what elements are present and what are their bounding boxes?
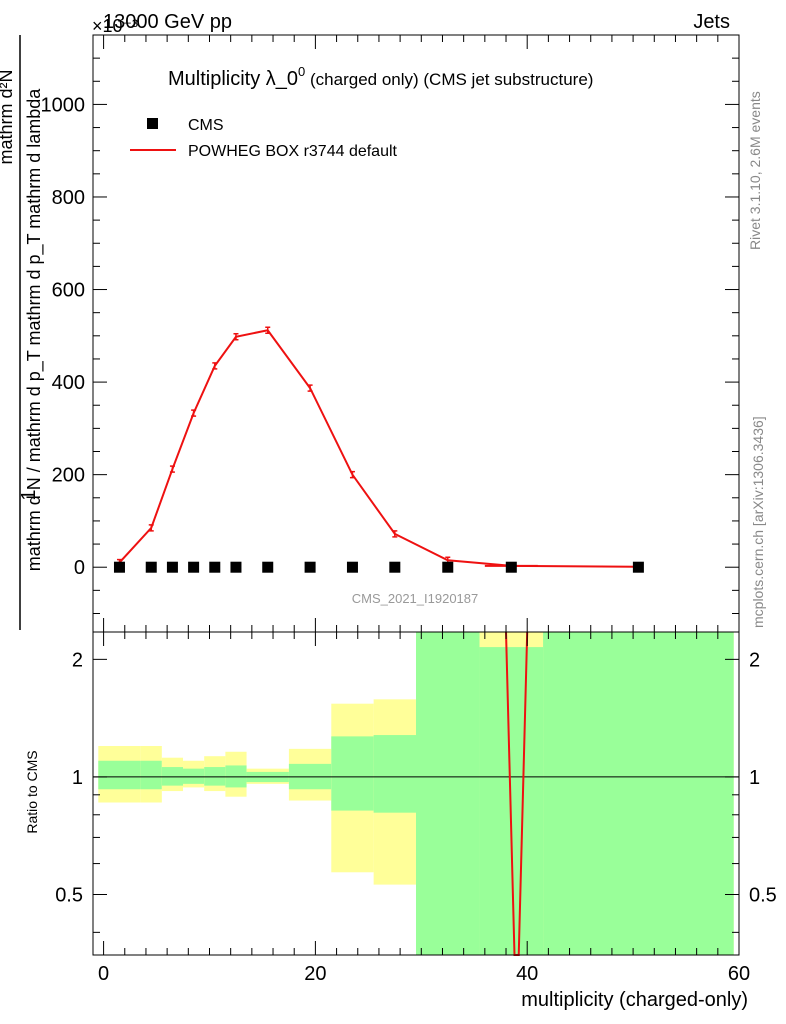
ratio-axes: 0.5 0.51 12 20 20 40 60 bbox=[55, 632, 777, 985]
cms-point-9 bbox=[389, 561, 401, 573]
plot-title-main: Multiplicity λ_0 bbox=[168, 68, 298, 90]
ratio-tick-label-left-0: 0.5 bbox=[55, 885, 83, 907]
plot-title-tail: (charged only) (CMS jet substructure) bbox=[305, 70, 593, 89]
cms-point-7 bbox=[304, 561, 316, 573]
y-axis-label-numerator: mathrm d²N bbox=[0, 69, 16, 164]
mc-series-layer bbox=[116, 326, 641, 571]
plot-title-sup: 0 bbox=[298, 64, 305, 79]
ratio-tick-label-right-0: 0.5 bbox=[749, 885, 777, 907]
plot-title: Multiplicity λ_00 (charged only) (CMS je… bbox=[168, 64, 593, 90]
cms-point-5 bbox=[230, 561, 242, 573]
x-tick-label-1: 20 bbox=[304, 963, 326, 985]
y-axis-label-denominator: mathrm d N / mathrm d p_T mathrm d p_T m… bbox=[24, 88, 45, 571]
cms-point-2 bbox=[166, 561, 178, 573]
process-label: Jets bbox=[693, 11, 730, 33]
cms-point-0 bbox=[113, 561, 125, 573]
legend-cms-label: CMS bbox=[188, 117, 224, 134]
ratio-tick-label-right-1: 1 bbox=[749, 767, 760, 789]
cms-point-8 bbox=[346, 561, 358, 573]
ratio-band-green-0 bbox=[98, 760, 141, 790]
cms-point-4 bbox=[209, 561, 221, 573]
y-tick-label-5: 1000 bbox=[41, 94, 86, 116]
cms-point-3 bbox=[188, 561, 200, 573]
y-tick-label-1: 200 bbox=[52, 465, 85, 487]
ratio-band-green-9 bbox=[373, 735, 416, 813]
x-tick-label-2: 40 bbox=[516, 963, 538, 985]
y-axis-label-one: 1 bbox=[18, 489, 40, 500]
ratio-plot-frame bbox=[92, 631, 740, 956]
energy-label: 13000 GeV pp bbox=[103, 11, 232, 33]
rivet-version-label: Rivet 3.1.10, 2.6M events bbox=[747, 91, 763, 250]
cms-point-12 bbox=[632, 561, 644, 573]
y-axis-label: 1 mathrm d N / mathrm d p_T mathrm d p_T… bbox=[0, 35, 45, 630]
ratio-band-green-2 bbox=[161, 767, 184, 786]
powheg-line bbox=[118, 329, 639, 568]
x-tick-label-3: 60 bbox=[728, 963, 750, 985]
legend-cms-marker bbox=[147, 118, 158, 129]
cms-point-11 bbox=[505, 561, 517, 573]
cms-point-6 bbox=[262, 561, 274, 573]
cms-point-10 bbox=[442, 561, 454, 573]
y-tick-label-0: 0 bbox=[74, 557, 85, 579]
y-exponent-label: ×10⁻³ bbox=[92, 16, 138, 36]
mcplots-label: mcplots.cern.ch [arXiv:1306.3436] bbox=[750, 416, 766, 628]
cms-series-layer bbox=[113, 561, 644, 573]
y-tick-label-3: 600 bbox=[52, 280, 85, 302]
ratio-band-green-1 bbox=[140, 760, 162, 790]
ratio-tick-label-right-2: 2 bbox=[749, 649, 760, 671]
ratio-band-green-12 bbox=[543, 632, 734, 955]
y-tick-label-2: 400 bbox=[52, 372, 85, 394]
x-axis-label: multiplicity (charged-only) bbox=[521, 989, 748, 1011]
ratio-band-green-3 bbox=[183, 768, 205, 784]
ratio-band-green-4 bbox=[204, 767, 226, 786]
ratio-bands bbox=[93, 631, 739, 956]
y-tick-label-4: 800 bbox=[52, 187, 85, 209]
x-tick-label-0: 0 bbox=[98, 963, 109, 985]
analysis-id-label: CMS_2021_I1920187 bbox=[352, 591, 479, 606]
ratio-y-axis-label: Ratio to CMS bbox=[24, 750, 40, 833]
legend-powheg-label: POWHEG BOX r3744 default bbox=[188, 143, 398, 160]
ratio-tick-label-left-2: 2 bbox=[72, 649, 83, 671]
cms-point-1 bbox=[145, 561, 157, 573]
ratio-band-green-10 bbox=[416, 632, 480, 955]
ratio-tick-label-left-1: 1 bbox=[72, 767, 83, 789]
main-axes: 0 200 400 600 800 1000 bbox=[41, 34, 740, 632]
ratio-band-green-8 bbox=[331, 736, 374, 811]
